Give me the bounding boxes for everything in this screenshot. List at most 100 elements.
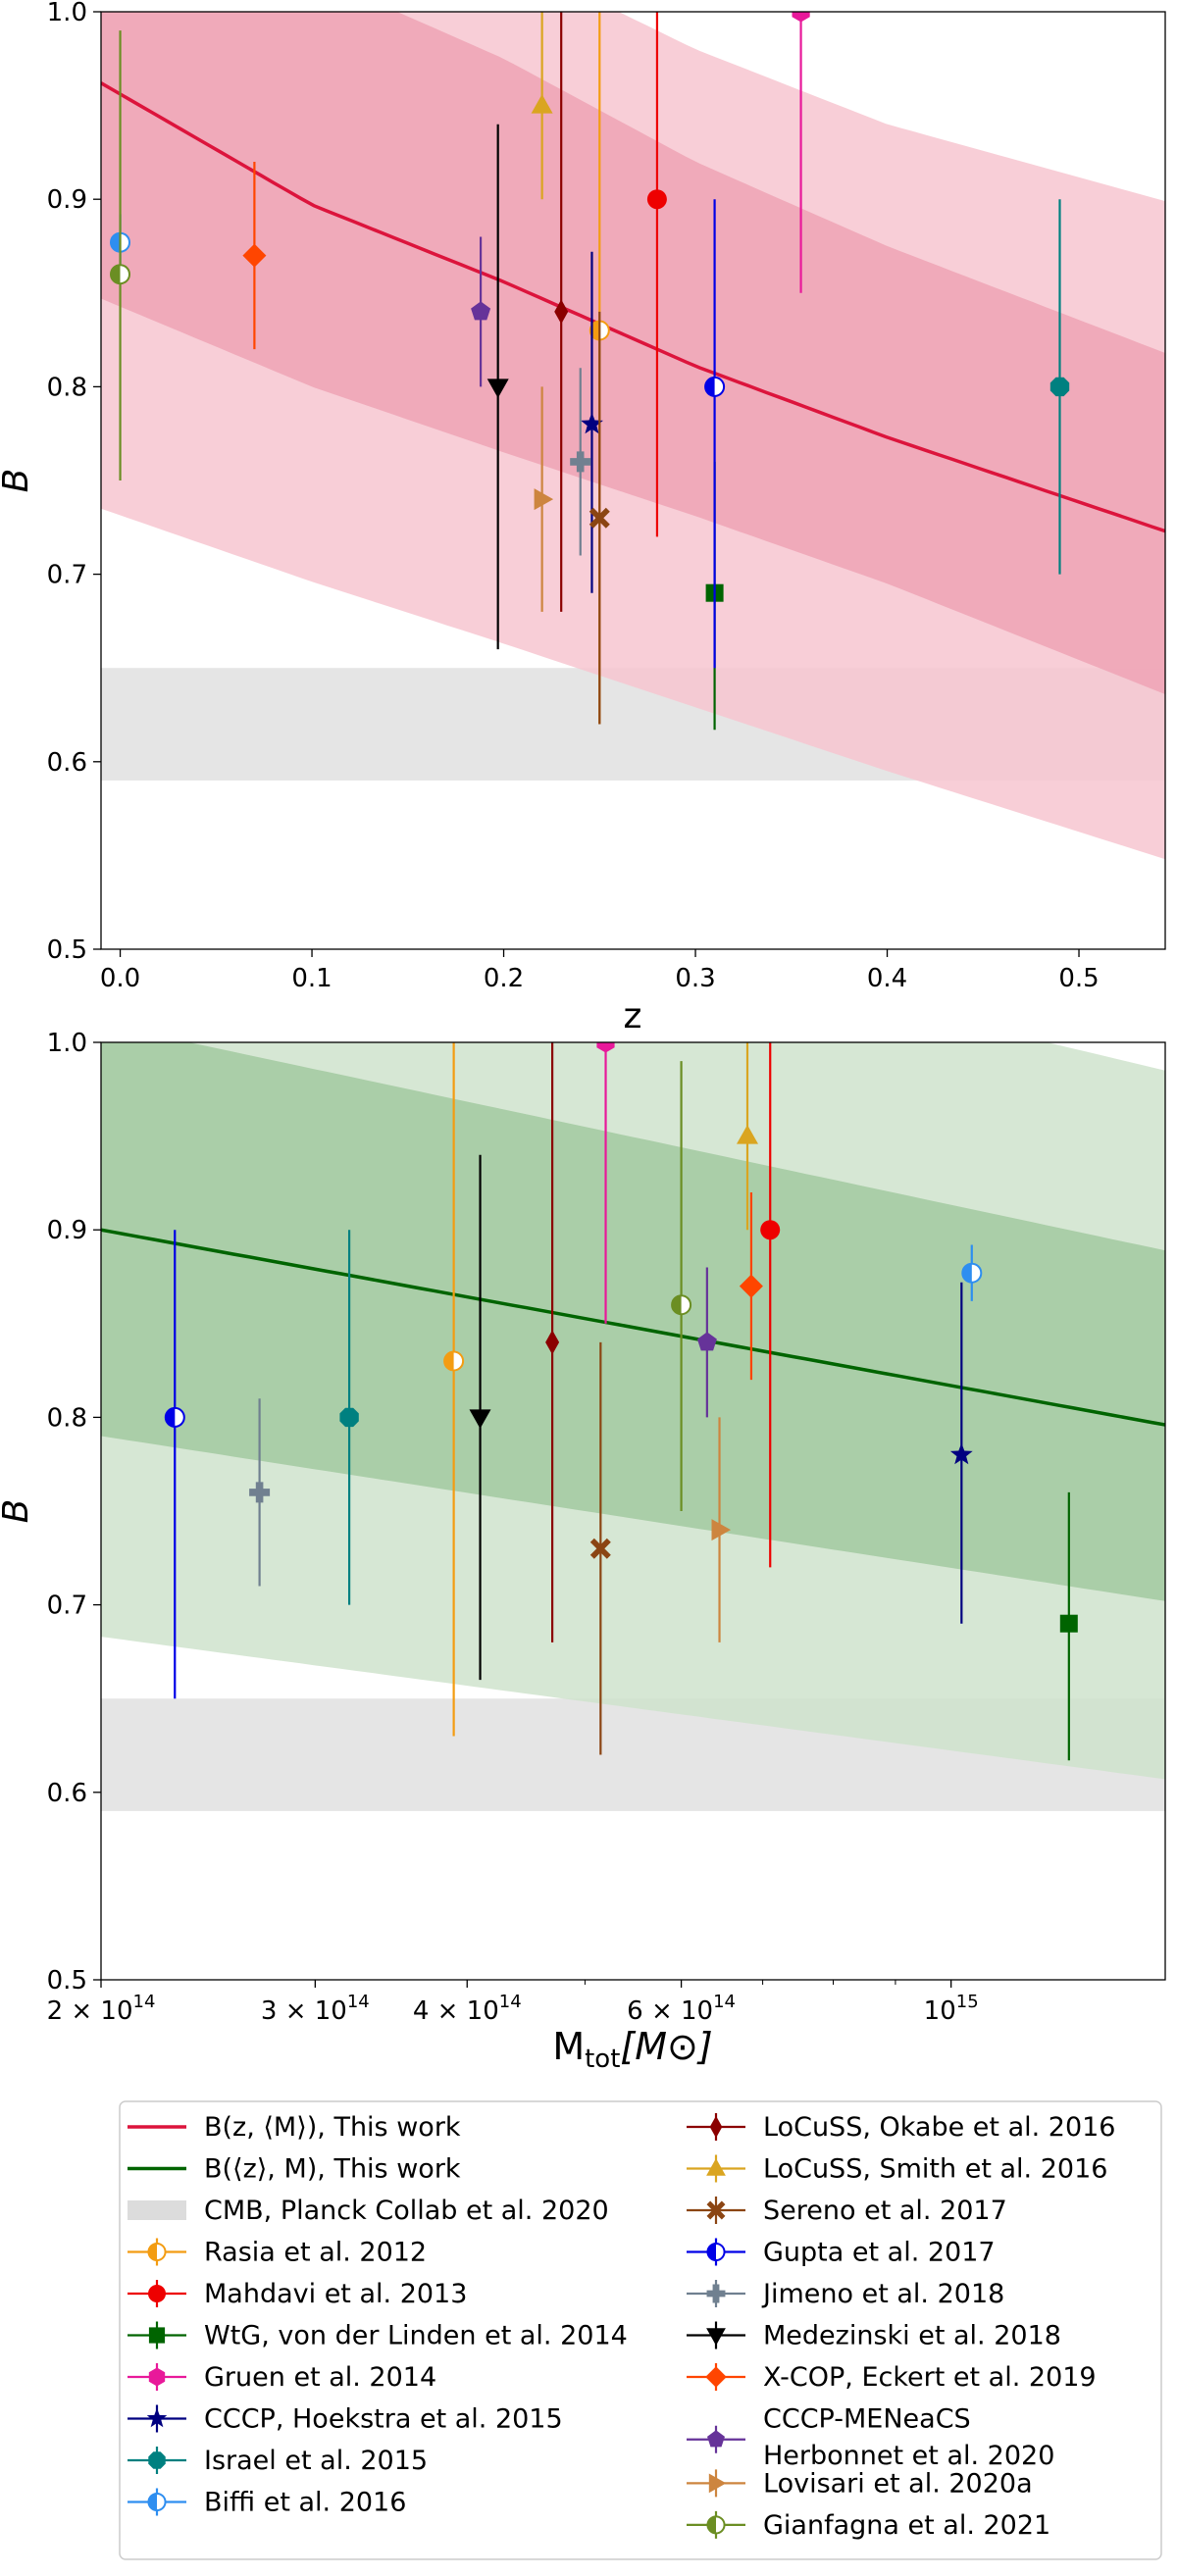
bottom-panel-bands bbox=[101, 1042, 1165, 1811]
bottom-x-tick-mantissa: 6 × 10 bbox=[627, 1996, 713, 2026]
legend-item-israel-et-al-2015: Israel et al. 2015 bbox=[128, 2446, 428, 2476]
legend-handle-patch bbox=[128, 2200, 186, 2220]
bottom-x-tick-label: 6 × 1014 bbox=[627, 1992, 736, 2026]
top-x-tick-label: 0.3 bbox=[675, 964, 715, 993]
legend-label: Gianfagna et al. 2021 bbox=[763, 2510, 1050, 2541]
legend-item-gupta-et-al-2017: Gupta et al. 2017 bbox=[687, 2238, 996, 2268]
legend-marker-cccp-meneacs-herbonnet-et-al-2020 bbox=[707, 2430, 725, 2448]
top-x-tick-label: 0.1 bbox=[291, 964, 332, 993]
top-point-x-cop-eckert-et-al-2019 bbox=[242, 161, 267, 350]
top-point-locuss-okabe-et-al-2016 bbox=[554, 12, 569, 612]
legend-marker-cccp-hoekstra-et-al-2015 bbox=[146, 2407, 168, 2428]
top-point-gupta-et-al-2017 bbox=[704, 199, 726, 669]
bottom-y-tick-label: 0.9 bbox=[47, 1216, 87, 1245]
bottom-point-lovisari-et-al-2020a bbox=[711, 1417, 731, 1642]
top-point-gruen-et-al-2014 bbox=[792, 12, 810, 293]
legend-item-cccp-meneacs-herbonnet-et-al-2020: CCCP-MENeaCS Herbonnet et al. 2020 bbox=[687, 2404, 1054, 2471]
bottom-x-axis-label-unit: [M⊙] bbox=[620, 2025, 712, 2068]
legend-marker-lovisari-et-al-2020a bbox=[708, 2473, 727, 2494]
bottom-point-locuss-okabe-et-al-2016 bbox=[545, 1042, 560, 1642]
bottom-point-jimeno-et-al-2018 bbox=[249, 1398, 271, 1587]
top-marker-locuss-okabe-et-al-2016 bbox=[554, 299, 569, 325]
legend-label: CCCP, Hoekstra et al. 2015 bbox=[204, 2404, 563, 2435]
bottom-x-tick-label: 1015 bbox=[924, 1992, 979, 2026]
legend-item-b-z-m-this-work: B(⟨z⟩, M), This work bbox=[128, 2154, 461, 2185]
top-panel-points bbox=[110, 12, 1070, 731]
legend-item-rasia-et-al-2012: Rasia et al. 2012 bbox=[128, 2238, 427, 2268]
legend-items: B(z, ⟨M⟩), This work B(⟨z⟩, M), This work… bbox=[128, 2112, 1116, 2541]
bottom-y-tick-label: 1.0 bbox=[47, 1029, 87, 1058]
bottom-model-line bbox=[101, 1228, 1165, 1427]
legend-marker-medezinski-et-al-2018 bbox=[706, 2328, 726, 2346]
top-marker-x-cop-eckert-et-al-2019 bbox=[242, 243, 267, 268]
legend-item-sereno-et-al-2017: Sereno et al. 2017 bbox=[687, 2196, 1007, 2226]
bottom-point-locuss-smith-et-al-2016 bbox=[737, 1042, 758, 1231]
top-y-tick-label: 0.7 bbox=[47, 561, 87, 590]
legend-label: Biffi et al. 2016 bbox=[204, 2488, 406, 2518]
top-point-jimeno-et-al-2018 bbox=[570, 368, 591, 556]
top-model-line bbox=[101, 81, 1165, 533]
top-marker-medezinski-et-al-2018 bbox=[486, 379, 509, 398]
bottom-y-tick-label: 0.8 bbox=[47, 1403, 87, 1433]
top-point-sereno-et-al-2017 bbox=[588, 311, 610, 725]
bottom-marker-rasia-et-al-2012 bbox=[443, 1350, 465, 1372]
legend-label-line2: Herbonnet et al. 2020 bbox=[763, 2441, 1054, 2471]
legend-item-wtg-von-der-linden-et-al-2014: WtG, von der Linden et al. 2014 bbox=[128, 2321, 628, 2351]
bottom-marker-locuss-smith-et-al-2016 bbox=[737, 1125, 758, 1144]
bottom-marker-gianfagna-et-al-2021 bbox=[671, 1294, 692, 1316]
top-marker-locuss-smith-et-al-2016 bbox=[531, 94, 553, 114]
legend-item-cccp-hoekstra-et-al-2015: CCCP, Hoekstra et al. 2015 bbox=[128, 2404, 563, 2435]
legend: B(z, ⟨M⟩), This work B(⟨z⟩, M), This work… bbox=[119, 2100, 1162, 2560]
top-x-axis-label: z bbox=[624, 996, 642, 1036]
bottom-marker-gupta-et-al-2017 bbox=[164, 1406, 185, 1428]
legend-item-x-cop-eckert-et-al-2019: X-COP, Eckert et al. 2019 bbox=[687, 2362, 1097, 2393]
top-marker-cccp-meneacs-herbonnet-et-al-2020 bbox=[471, 301, 491, 321]
top-point-cccp-hoekstra-et-al-2015 bbox=[581, 251, 603, 593]
bottom-marker-biffi-et-al-2016 bbox=[961, 1262, 983, 1284]
bottom-marker-israel-et-al-2015 bbox=[339, 1407, 359, 1428]
legend-label: Israel et al. 2015 bbox=[204, 2446, 428, 2476]
legend-label: X-COP, Eckert et al. 2019 bbox=[763, 2362, 1097, 2393]
bottom-y-tick-label: 0.7 bbox=[47, 1591, 87, 1621]
legend-marker-sereno-et-al-2017 bbox=[706, 2200, 726, 2220]
bottom-point-biffi-et-al-2016 bbox=[961, 1244, 983, 1301]
legend-marker-gruen-et-al-2014 bbox=[148, 2367, 166, 2387]
legend-item-lovisari-et-al-2020a: Lovisari et al. 2020a bbox=[687, 2468, 1033, 2499]
bottom-marker-gruen-et-al-2014 bbox=[596, 1042, 615, 1053]
top-panel-frame bbox=[100, 11, 1166, 950]
bottom-panel-frame bbox=[100, 1041, 1166, 1981]
top-marker-gupta-et-al-2017 bbox=[704, 376, 726, 397]
bottom-x-axis-label: Mtot[M⊙] bbox=[552, 2025, 712, 2074]
bottom-y-axis-label: B bbox=[0, 1499, 36, 1524]
top-marker-israel-et-al-2015 bbox=[1049, 377, 1070, 397]
legend-label: CCCP-MENeaCS bbox=[763, 2404, 971, 2435]
bottom-panel: 0.50.60.70.80.91.02 × 1014 3 × 1014 4 × 10… bbox=[0, 1029, 1166, 2074]
bottom-point-sereno-et-al-2017 bbox=[589, 1341, 611, 1755]
bottom-x-axis-label-sub: tot bbox=[585, 2045, 620, 2074]
top-y-tick-label: 0.9 bbox=[47, 185, 87, 215]
top-y-tick-label: 0.6 bbox=[47, 748, 87, 778]
legend-item-jimeno-et-al-2018: Jimeno et al. 2018 bbox=[687, 2279, 1004, 2309]
legend-label: Jimeno et al. 2018 bbox=[761, 2279, 1004, 2309]
bottom-point-gupta-et-al-2017 bbox=[164, 1230, 185, 1699]
legend-label: LoCuSS, Smith et al. 2016 bbox=[763, 2154, 1107, 2185]
legend-label: Rasia et al. 2012 bbox=[204, 2238, 427, 2268]
bottom-x-tick-label: 4 × 1014 bbox=[413, 1992, 522, 2026]
top-marker-cccp-hoekstra-et-al-2015 bbox=[581, 412, 603, 434]
bottom-point-israel-et-al-2015 bbox=[339, 1230, 359, 1605]
legend-item-mahdavi-et-al-2013: Mahdavi et al. 2013 bbox=[128, 2279, 467, 2309]
legend-label: B(⟨z⟩, M), This work bbox=[204, 2154, 461, 2185]
top-point-medezinski-et-al-2018 bbox=[486, 124, 509, 650]
bottom-x-tick-exponent: 14 bbox=[713, 1992, 736, 2012]
legend-label: CMB, Planck Collab et al. 2020 bbox=[204, 2196, 609, 2226]
legend-item-medezinski-et-al-2018: Medezinski et al. 2018 bbox=[687, 2321, 1061, 2351]
top-marker-mahdavi-et-al-2013 bbox=[646, 189, 667, 210]
legend-item-biffi-et-al-2016: Biffi et al. 2016 bbox=[128, 2488, 406, 2518]
bottom-point-cccp-meneacs-herbonnet-et-al-2020 bbox=[696, 1267, 717, 1418]
top-model-band-1sigma bbox=[101, 12, 1165, 694]
bottom-marker-medezinski-et-al-2018 bbox=[469, 1409, 491, 1429]
bottom-x-tick-exponent: 14 bbox=[499, 1992, 522, 2012]
legend-label: Lovisari et al. 2020a bbox=[763, 2468, 1033, 2499]
legend-label: Gruen et al. 2014 bbox=[204, 2362, 436, 2393]
